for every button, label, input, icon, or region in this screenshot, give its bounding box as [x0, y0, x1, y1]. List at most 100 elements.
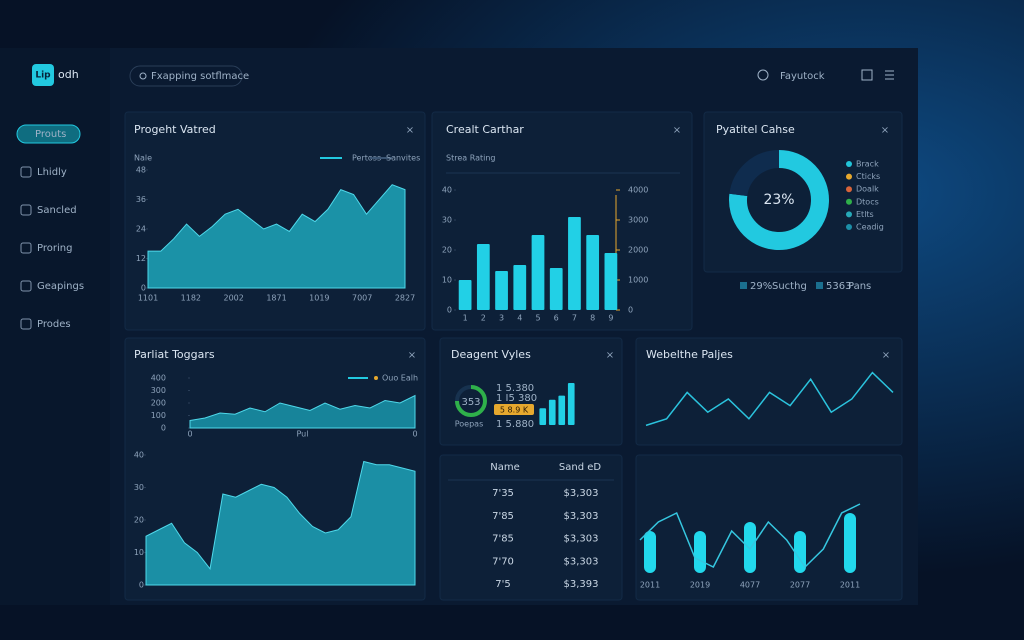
x-tick-label: 4: [517, 314, 522, 323]
panel-title: Progeht Vatred: [134, 123, 216, 136]
legend-label: Doalk: [856, 185, 879, 194]
bar: [548, 399, 556, 425]
table-cell: $3,303: [564, 511, 599, 522]
tick-label: 400: [151, 374, 166, 383]
close-icon[interactable]: ×: [406, 125, 414, 136]
x-tick-label: 9: [608, 314, 613, 323]
nav-item[interactable]: Sancled: [37, 205, 77, 216]
x-tick-label: 7007: [352, 294, 372, 303]
stat-value: 5363: [826, 281, 851, 292]
tick-label: 0: [139, 581, 144, 590]
nav-item[interactable]: Geapings: [37, 281, 84, 292]
user-menu[interactable]: Fayutock: [780, 71, 825, 82]
donut-center-label: 23%: [763, 192, 794, 208]
panel: [635, 337, 903, 446]
table-cell: 7'70: [492, 556, 514, 567]
stat-line: 1 5.380: [496, 383, 534, 394]
line: [639, 503, 861, 569]
y2-tick-label: 3000: [628, 216, 648, 225]
legend-dot: [374, 376, 378, 380]
close-icon[interactable]: ×: [606, 350, 614, 361]
area: [145, 460, 416, 586]
tick-label: 0: [161, 424, 166, 433]
nav-item[interactable]: Prouts: [35, 129, 66, 140]
panel: [439, 337, 623, 446]
close-icon[interactable]: ×: [882, 350, 890, 361]
tick-label: 48: [136, 165, 146, 174]
gauge-label: Poepas: [455, 420, 484, 429]
bar: [476, 244, 490, 310]
tick-label: 20: [442, 246, 452, 255]
table-cell: $3,393: [564, 579, 599, 590]
x-tick-label: 8: [590, 314, 595, 323]
panel: [439, 454, 623, 601]
stat-dot: [740, 282, 747, 289]
donut-segment: [729, 150, 829, 250]
panel-title: Pyatitel Cahse: [716, 123, 795, 136]
nav-item[interactable]: Prodes: [37, 319, 71, 330]
tick-label: 10: [442, 276, 452, 285]
table-cell: 7'85: [492, 534, 514, 545]
x-tick-label: 2011: [640, 581, 660, 590]
close-icon[interactable]: ×: [673, 125, 681, 136]
search-icon: [139, 72, 147, 80]
x-tick-label: 2077: [790, 581, 810, 590]
panel-subtitle: Strea Rating: [446, 154, 496, 163]
pill-bar: [644, 531, 656, 573]
legend-label: Brack: [856, 160, 879, 169]
legend-label: Pertoss: [352, 154, 381, 163]
panel-title: Crealt Carthar: [446, 123, 524, 136]
x-tick-label: 0: [187, 430, 192, 439]
x-tick-label: 4077: [740, 581, 760, 590]
close-icon[interactable]: ×: [881, 125, 889, 136]
x-tick-label: 2: [481, 314, 486, 323]
x-tick-label: 5: [535, 314, 540, 323]
legend-label: Ceadig: [856, 223, 884, 232]
tick-label: 20: [134, 516, 144, 525]
bar: [513, 265, 527, 310]
home-icon[interactable]: [861, 69, 873, 81]
pill-bar: [694, 531, 706, 573]
panel-title: Webelthe Paljes: [646, 348, 733, 361]
bar: [558, 395, 566, 425]
y2-tick-label: 1000: [628, 276, 648, 285]
table-cell: $3,303: [564, 534, 599, 545]
tick-label: 0: [141, 284, 146, 293]
legend-label: Dtocs: [856, 197, 879, 206]
search-box[interactable]: [129, 65, 243, 87]
x-tick-label: Pul: [297, 430, 309, 439]
legend-dot: [846, 161, 852, 167]
gauge-arc: [455, 385, 487, 417]
tick-label: 40: [442, 186, 452, 195]
bar: [567, 383, 575, 425]
x-tick-label: 2827: [395, 294, 415, 303]
legend-label: Sanvites: [386, 154, 420, 163]
tick-label: 36: [136, 195, 146, 204]
tick-label: 200: [151, 399, 166, 408]
table-header: Sand eD: [559, 462, 601, 473]
x-tick-label: 1: [463, 314, 468, 323]
nav-active[interactable]: [16, 124, 81, 144]
area: [147, 184, 406, 289]
bar: [604, 253, 618, 310]
logo-icon: Lip: [35, 71, 51, 81]
bar: [531, 235, 545, 310]
table-cell: $3,303: [564, 556, 599, 567]
y2-tick-label: 2000: [628, 246, 648, 255]
search-button[interactable]: [757, 69, 769, 81]
nav-item[interactable]: Proring: [37, 243, 72, 254]
nav-icon: [20, 280, 32, 292]
legend-label: Cticks: [856, 172, 880, 181]
y2-tick-label: 4000: [628, 186, 648, 195]
x-tick-label: 1101: [138, 294, 158, 303]
table-cell: 7'85: [492, 511, 514, 522]
stat-line: 1 I5 380: [496, 393, 537, 404]
nav-item[interactable]: Lhidly: [37, 167, 67, 178]
panel: [635, 454, 903, 601]
search-text[interactable]: Fxapping sotflmace: [151, 71, 249, 82]
stat-dot: [816, 282, 823, 289]
close-icon[interactable]: ×: [408, 350, 416, 361]
tick-label: 100: [151, 411, 166, 420]
tick-label: 300: [151, 386, 166, 395]
